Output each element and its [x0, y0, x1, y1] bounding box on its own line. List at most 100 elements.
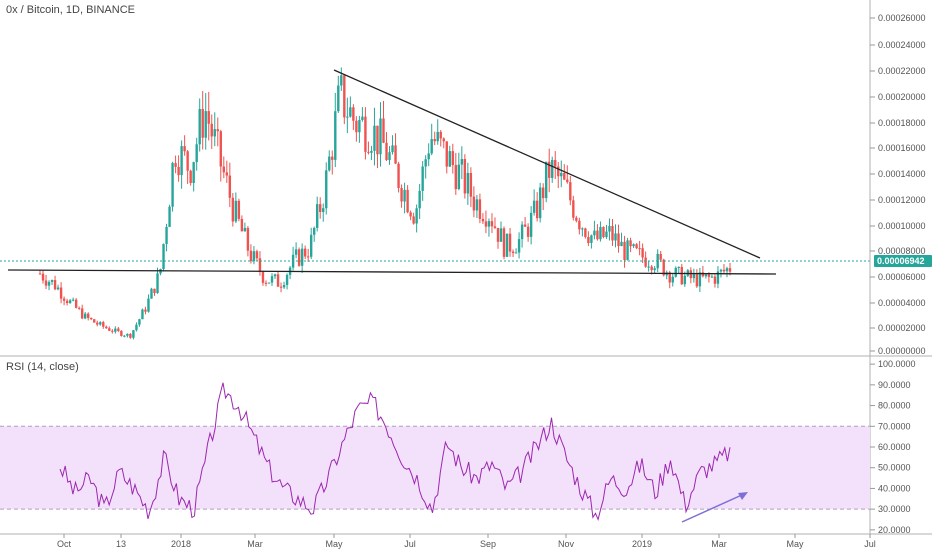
candle-body [493, 226, 497, 228]
candle-body [454, 165, 458, 190]
candle-body [472, 196, 476, 211]
price-axis[interactable]: 0.00026000 0.00024000 0.00022000 0.00020000… [870, 13, 926, 356]
candle-body [478, 199, 482, 219]
candle-body [340, 75, 343, 86]
candle-body [641, 248, 644, 258]
candle-body [674, 267, 677, 277]
candle-body [331, 156, 334, 160]
candle-body [177, 166, 180, 176]
time-axis[interactable]: Oct 13 2018 Mar May Jul Sep Nov 2019 Mar May Jul [57, 534, 876, 549]
candle-body [44, 280, 48, 286]
candle-body [704, 274, 708, 277]
candle-body [644, 257, 647, 267]
candle-body [264, 282, 268, 284]
candle-body [409, 212, 412, 217]
time-tick-label: Oct [57, 539, 72, 549]
candle-body [126, 333, 129, 336]
trendlines [7, 69, 777, 275]
candle-body [59, 287, 63, 299]
candle-body [306, 256, 310, 258]
rsi-title: RSI (14, close) [6, 361, 79, 373]
rsi-axis[interactable]: 100.0000 90.0000 80.0000 70.0000 60.0000 50.0… [870, 359, 916, 535]
candle-body [246, 228, 250, 251]
candle-body [400, 187, 403, 202]
candle-body [68, 300, 72, 304]
candle-body [252, 251, 256, 262]
rsi-tick-label: 80.0000 [878, 401, 911, 411]
candle-body [83, 313, 87, 319]
candle-body [590, 235, 593, 243]
candle-body [647, 266, 650, 268]
time-tick-label: Sep [480, 539, 496, 549]
candle-body [385, 142, 388, 161]
resistance-trendline[interactable] [333, 69, 761, 259]
candle-body [300, 248, 304, 266]
candle-body [701, 272, 705, 277]
price-tick-label: 0.00020000 [878, 92, 926, 102]
candle-body [337, 85, 340, 112]
candle-body [421, 166, 424, 191]
candle-body [692, 274, 696, 279]
arrow-line [681, 493, 745, 523]
candle-body [186, 151, 189, 171]
candle-body [611, 226, 614, 241]
candle-body [623, 241, 626, 261]
candle-body [364, 116, 367, 152]
candle-body [325, 170, 328, 209]
candle-body [448, 151, 451, 167]
candle-body [716, 271, 720, 284]
candle-body [626, 240, 629, 261]
candle-body [587, 236, 590, 243]
candle-body [258, 258, 262, 272]
candle-body [105, 326, 108, 329]
candle-body [605, 231, 608, 238]
candle-body [698, 272, 702, 287]
candle-body [532, 200, 536, 213]
rsi-line [59, 382, 731, 521]
rsi-tick-label: 20.0000 [878, 525, 911, 535]
candle-body [370, 150, 373, 153]
candle-body [319, 204, 322, 213]
candle-body [662, 259, 665, 276]
candle-body [728, 268, 732, 272]
last-price-badge: 0.00006942 [874, 255, 932, 267]
candle-body [195, 144, 198, 163]
candle-body [132, 330, 135, 338]
candle-body [204, 111, 207, 138]
candle-body [62, 298, 66, 301]
support-trendline[interactable] [7, 269, 777, 275]
last-price-label: 0.00006942 [877, 256, 925, 266]
candle-body [213, 129, 216, 137]
candle-body [602, 227, 605, 238]
candle-body [141, 309, 144, 320]
time-tick-label: Mar [247, 539, 263, 549]
price-tick-label: 0.00024000 [878, 40, 926, 50]
candle-body [282, 285, 286, 288]
candle-body [632, 244, 635, 247]
candle-body [361, 116, 364, 121]
candle-body [629, 240, 632, 247]
candle-body [575, 217, 578, 221]
candle-body [234, 200, 238, 222]
rsi-tick-label: 100.0000 [878, 359, 916, 369]
candle-body [671, 276, 674, 283]
candle-body [668, 272, 671, 283]
candle-body [376, 125, 379, 155]
rsi-tick-label: 50.0000 [878, 463, 911, 473]
candle-body [65, 300, 69, 304]
candle-body [249, 250, 253, 262]
candle-body [219, 131, 222, 167]
candle-body [192, 162, 195, 184]
candle-body [487, 221, 491, 227]
candle-body [517, 239, 521, 253]
candle-body [719, 269, 723, 272]
candle-body [77, 307, 81, 309]
candle-body [635, 244, 638, 249]
last-price-label-bg [874, 255, 932, 267]
candle-body [147, 298, 150, 312]
candle-body [174, 163, 177, 167]
price-tick-label: 0.00022000 [878, 66, 926, 76]
candle-body [569, 182, 572, 201]
candle-body [87, 313, 90, 318]
